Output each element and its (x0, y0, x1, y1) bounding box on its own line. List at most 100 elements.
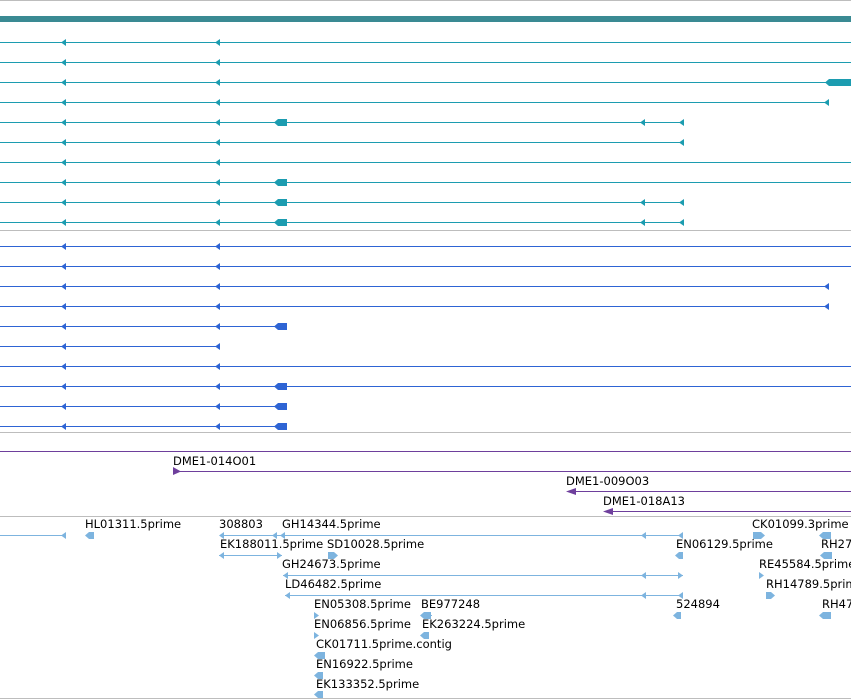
transcript-row[interactable] (0, 99, 829, 106)
transcript-row[interactable] (0, 139, 684, 146)
clone-label-3: DME1-018A13 (603, 494, 685, 508)
est-label[interactable]: GH14344.5prime (282, 517, 381, 531)
exon-block (829, 79, 851, 86)
exon-arrow (679, 219, 684, 226)
transcript-row[interactable] (0, 59, 851, 66)
exon-arrow (824, 283, 829, 290)
exon-arrow (215, 179, 220, 186)
exon-arrow (215, 283, 220, 290)
est-arrow (678, 572, 683, 579)
est-block (318, 672, 323, 679)
transcript-row[interactable] (0, 303, 829, 310)
exon-arrow (215, 243, 220, 250)
est-label[interactable]: GH24673.5prime (282, 557, 381, 571)
est-label[interactable]: HL01311.5prime (85, 517, 181, 531)
exon-arrow (61, 199, 66, 206)
est-arrow (314, 612, 319, 619)
transcript-row[interactable] (0, 283, 829, 290)
exon-arrow (61, 79, 66, 86)
clone-feature-1[interactable]: DME1-014O01 (173, 454, 851, 475)
exon-arrow (215, 263, 220, 270)
transcript-row[interactable] (0, 119, 684, 126)
exon-block (278, 219, 287, 226)
est-label[interactable]: EN06856.5prime (314, 617, 411, 631)
exon-arrow (215, 383, 220, 390)
transcript-row[interactable] (0, 179, 851, 186)
exon-arrow (215, 119, 220, 126)
est-label[interactable]: EK133352.5prime (316, 677, 419, 691)
est-label[interactable]: LD46482.5prime (285, 577, 381, 591)
transcript-track-a (0, 39, 851, 226)
est-block-tip (819, 532, 823, 539)
est-label[interactable]: EN05308.5prime (314, 597, 411, 611)
clone-feature-2[interactable]: DME1-009O03 (566, 474, 851, 495)
est-arrow (759, 572, 764, 579)
est-block-tip (420, 632, 424, 639)
transcript-row[interactable] (0, 159, 851, 166)
est-block-tip (420, 612, 424, 619)
exon-arrow (61, 403, 66, 410)
est-label[interactable]: RH27 (821, 537, 851, 551)
transcript-row[interactable] (0, 423, 287, 430)
exon-arrow (215, 343, 220, 350)
est-label[interactable]: CK01099.3prime (752, 517, 849, 531)
est-block-tip (314, 672, 318, 679)
exon-block-tip (274, 383, 278, 390)
transcript-row[interactable] (0, 199, 684, 206)
clone-track: DME1-014O01 DME1-009O03 DME1-018A13 (0, 451, 851, 515)
exon-arrow (215, 219, 220, 226)
exon-block-tip (825, 79, 829, 86)
est-block (766, 592, 771, 599)
gene-span-bar[interactable] (0, 16, 851, 22)
est-label[interactable]: EK263224.5prime (422, 617, 525, 631)
exon-arrow (215, 363, 220, 370)
est-label[interactable]: EK188011.5prime (220, 537, 323, 551)
exon-arrow (61, 39, 66, 46)
clone-feature-3[interactable]: DME1-018A13 (603, 494, 851, 515)
est-block-tip (314, 652, 318, 659)
est-block (318, 691, 323, 698)
transcript-row[interactable] (0, 343, 220, 350)
est-block-tip (675, 552, 679, 559)
transcript-row[interactable] (0, 403, 287, 410)
est-arrow (283, 572, 288, 579)
est-label[interactable]: RH14789.5prim (766, 577, 851, 591)
est-label[interactable]: SD10028.5prime (327, 537, 424, 551)
est-block-tip (314, 691, 318, 698)
est-label[interactable]: EN16922.5prime (316, 657, 413, 671)
est-arrow (277, 552, 282, 559)
exon-arrow (215, 79, 220, 86)
transcript-row[interactable] (0, 363, 851, 370)
transcript-row[interactable] (0, 39, 851, 46)
est-label[interactable]: CK01711.5prime.contig (316, 637, 452, 651)
exon-block-tip (274, 199, 278, 206)
est-label[interactable]: EN06129.5prime (676, 537, 773, 551)
transcript-row[interactable] (0, 383, 851, 390)
est-label[interactable]: RE45584.5prime (759, 557, 851, 571)
est-label[interactable]: 308803 (219, 517, 263, 531)
est-block-tip (761, 532, 765, 539)
transcript-row[interactable] (0, 79, 851, 86)
est-label[interactable]: BE977248 (421, 597, 480, 611)
est-label[interactable]: RH47 (822, 597, 851, 611)
exon-arrow (61, 283, 66, 290)
transcript-row[interactable] (0, 263, 851, 270)
exon-block-tip (274, 219, 278, 226)
exon-arrow (640, 199, 645, 206)
est-block-tip (673, 612, 677, 619)
exon-block (278, 403, 287, 410)
exon-arrow (824, 303, 829, 310)
est-block (318, 652, 325, 659)
est-block-tip (771, 592, 775, 599)
exon-arrow (61, 139, 66, 146)
est-block-tip (85, 532, 89, 539)
transcript-row[interactable] (0, 243, 851, 250)
exon-arrow (61, 363, 66, 370)
transcript-row[interactable] (0, 323, 287, 330)
transcript-row[interactable] (0, 219, 684, 226)
est-label[interactable]: 524894 (676, 597, 720, 611)
est-block (679, 552, 683, 559)
exon-arrow (215, 303, 220, 310)
exon-block (278, 423, 287, 430)
